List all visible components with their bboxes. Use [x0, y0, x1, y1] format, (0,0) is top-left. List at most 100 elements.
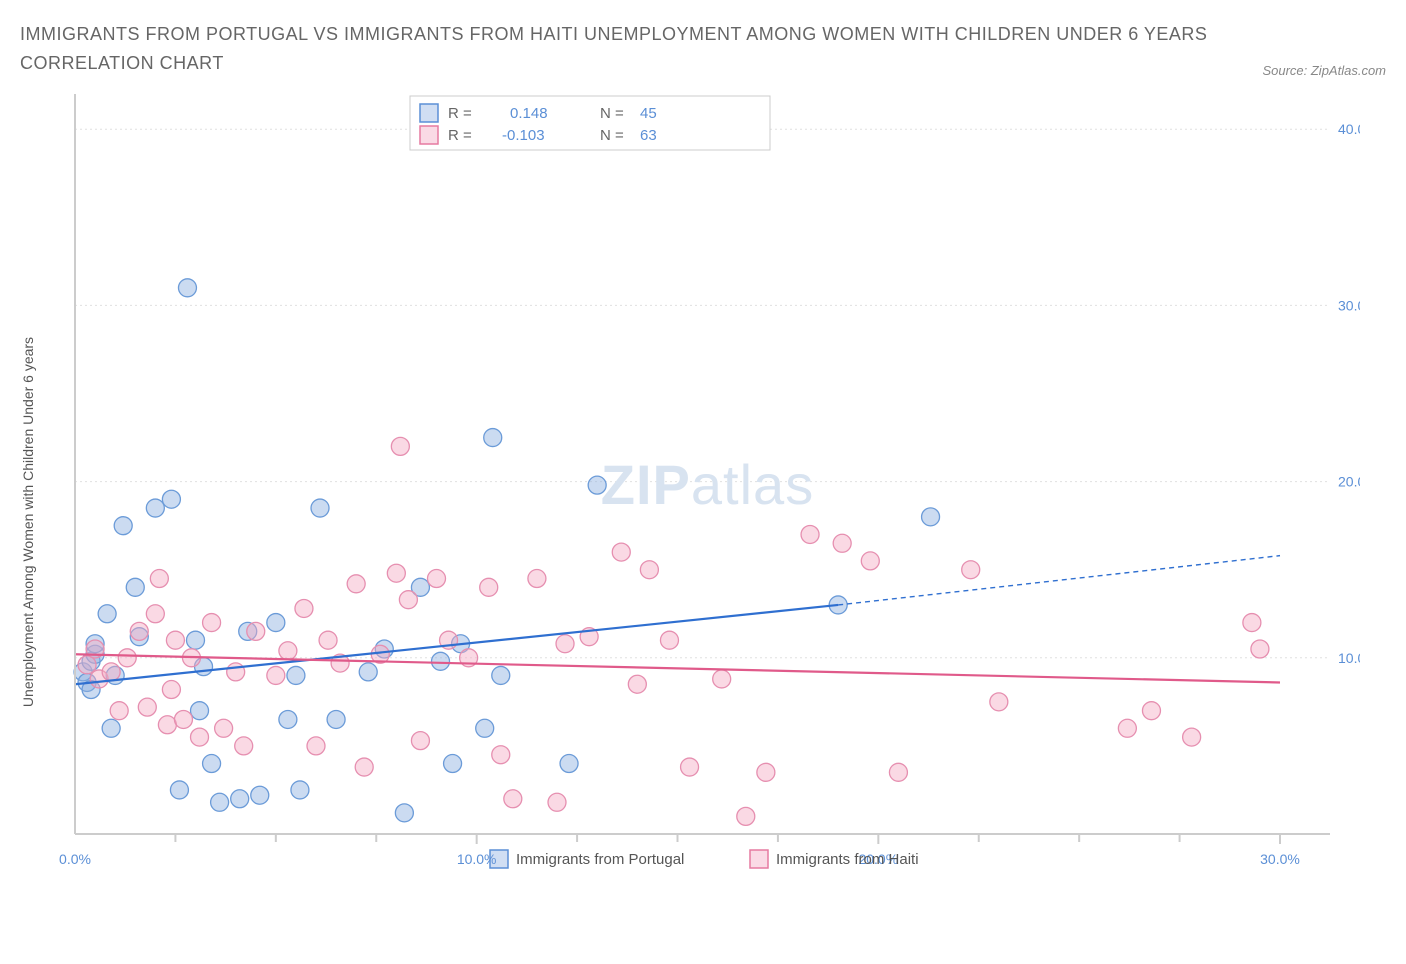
scatter-point: [191, 728, 209, 746]
trend-line-portugal-ext: [838, 555, 1280, 604]
scatter-point: [287, 666, 305, 684]
scatter-point: [660, 631, 678, 649]
source-label: Source: ZipAtlas.com: [1262, 63, 1386, 78]
title-row: IMMIGRANTS FROM PORTUGAL VS IMMIGRANTS F…: [20, 20, 1386, 78]
scatter-point: [476, 719, 494, 737]
scatter-point: [484, 428, 502, 446]
scatter-point: [146, 499, 164, 517]
scatter-point: [174, 710, 192, 728]
stats-n-label: N =: [600, 127, 624, 144]
scatter-point: [203, 613, 221, 631]
scatter-point: [235, 736, 253, 754]
title-line2: CORRELATION CHART: [20, 53, 224, 73]
scatter-point: [1118, 719, 1136, 737]
scatter-point: [227, 662, 245, 680]
scatter-point: [757, 763, 775, 781]
scatter-point: [166, 631, 184, 649]
scatter-point: [231, 789, 249, 807]
scatter-point: [833, 534, 851, 552]
scatter-point: [211, 793, 229, 811]
scatter-point: [391, 437, 409, 455]
scatter-point: [387, 564, 405, 582]
scatter-point: [311, 499, 329, 517]
scatter-point: [215, 719, 233, 737]
scatter-point: [178, 278, 196, 296]
scatter-point: [444, 754, 462, 772]
x-tick-label: 0.0%: [59, 851, 91, 867]
scatter-point: [291, 781, 309, 799]
scatter-point: [158, 715, 176, 733]
scatter-point: [355, 758, 373, 776]
scatter-point: [560, 754, 578, 772]
scatter-point: [307, 736, 325, 754]
plot-wrap: Unemployment Among Women with Children U…: [20, 84, 1386, 944]
scatter-point: [102, 662, 120, 680]
stats-r-label: R =: [448, 105, 472, 122]
trend-line-haiti: [75, 654, 1280, 682]
scatter-point: [504, 789, 522, 807]
scatter-point: [395, 803, 413, 821]
scatter-plot: ZIPatlas0.0%10.0%20.0%30.0%10.0%20.0%30.…: [20, 84, 1360, 944]
stats-n-label: N =: [600, 105, 624, 122]
scatter-point: [319, 631, 337, 649]
legend-label-portugal: Immigrants from Portugal: [516, 851, 684, 868]
scatter-point: [1183, 728, 1201, 746]
legend-swatch-portugal: [490, 850, 508, 868]
scatter-point: [126, 578, 144, 596]
scatter-point: [889, 763, 907, 781]
scatter-point: [801, 525, 819, 543]
y-tick-label: 20.0%: [1338, 473, 1360, 489]
scatter-point: [267, 613, 285, 631]
title-line1: IMMIGRANTS FROM PORTUGAL VS IMMIGRANTS F…: [20, 24, 1207, 44]
scatter-point: [480, 578, 498, 596]
scatter-point: [251, 786, 269, 804]
scatter-point: [162, 490, 180, 508]
scatter-point: [399, 590, 417, 608]
scatter-point: [191, 701, 209, 719]
scatter-point: [548, 793, 566, 811]
scatter-point: [612, 543, 630, 561]
y-axis-label: Unemployment Among Women with Children U…: [20, 337, 36, 707]
scatter-point: [114, 516, 132, 534]
scatter-point: [138, 698, 156, 716]
scatter-point: [628, 675, 646, 693]
stats-swatch-portugal: [420, 104, 438, 122]
scatter-point: [528, 569, 546, 587]
scatter-point: [146, 604, 164, 622]
stats-r-label: R =: [448, 127, 472, 144]
scatter-point: [150, 569, 168, 587]
scatter-point: [347, 574, 365, 592]
scatter-point: [102, 719, 120, 737]
scatter-point: [922, 507, 940, 525]
scatter-point: [432, 652, 450, 670]
scatter-point: [1251, 640, 1269, 658]
scatter-point: [962, 560, 980, 578]
svg-text:ZIPatlas: ZIPatlas: [601, 453, 814, 516]
scatter-point: [492, 745, 510, 763]
scatter-point: [556, 634, 574, 652]
stats-n-haiti: 63: [640, 127, 657, 144]
scatter-point: [359, 662, 377, 680]
scatter-point: [737, 807, 755, 825]
scatter-point: [267, 666, 285, 684]
scatter-point: [247, 622, 265, 640]
stats-n-portugal: 45: [640, 105, 657, 122]
scatter-point: [130, 622, 148, 640]
chart-container: IMMIGRANTS FROM PORTUGAL VS IMMIGRANTS F…: [20, 20, 1386, 944]
scatter-point: [990, 692, 1008, 710]
scatter-point: [78, 655, 96, 673]
scatter-point: [118, 648, 136, 666]
stats-r-portugal: 0.148: [510, 105, 548, 122]
stats-swatch-haiti: [420, 126, 438, 144]
scatter-point: [640, 560, 658, 578]
scatter-point: [279, 710, 297, 728]
scatter-point: [713, 670, 731, 688]
x-tick-label: 30.0%: [1260, 851, 1300, 867]
y-tick-label: 30.0%: [1338, 297, 1360, 313]
scatter-point: [1142, 701, 1160, 719]
chart-title: IMMIGRANTS FROM PORTUGAL VS IMMIGRANTS F…: [20, 20, 1207, 78]
scatter-point: [187, 631, 205, 649]
scatter-point: [681, 758, 699, 776]
scatter-point: [279, 641, 297, 659]
scatter-point: [162, 680, 180, 698]
